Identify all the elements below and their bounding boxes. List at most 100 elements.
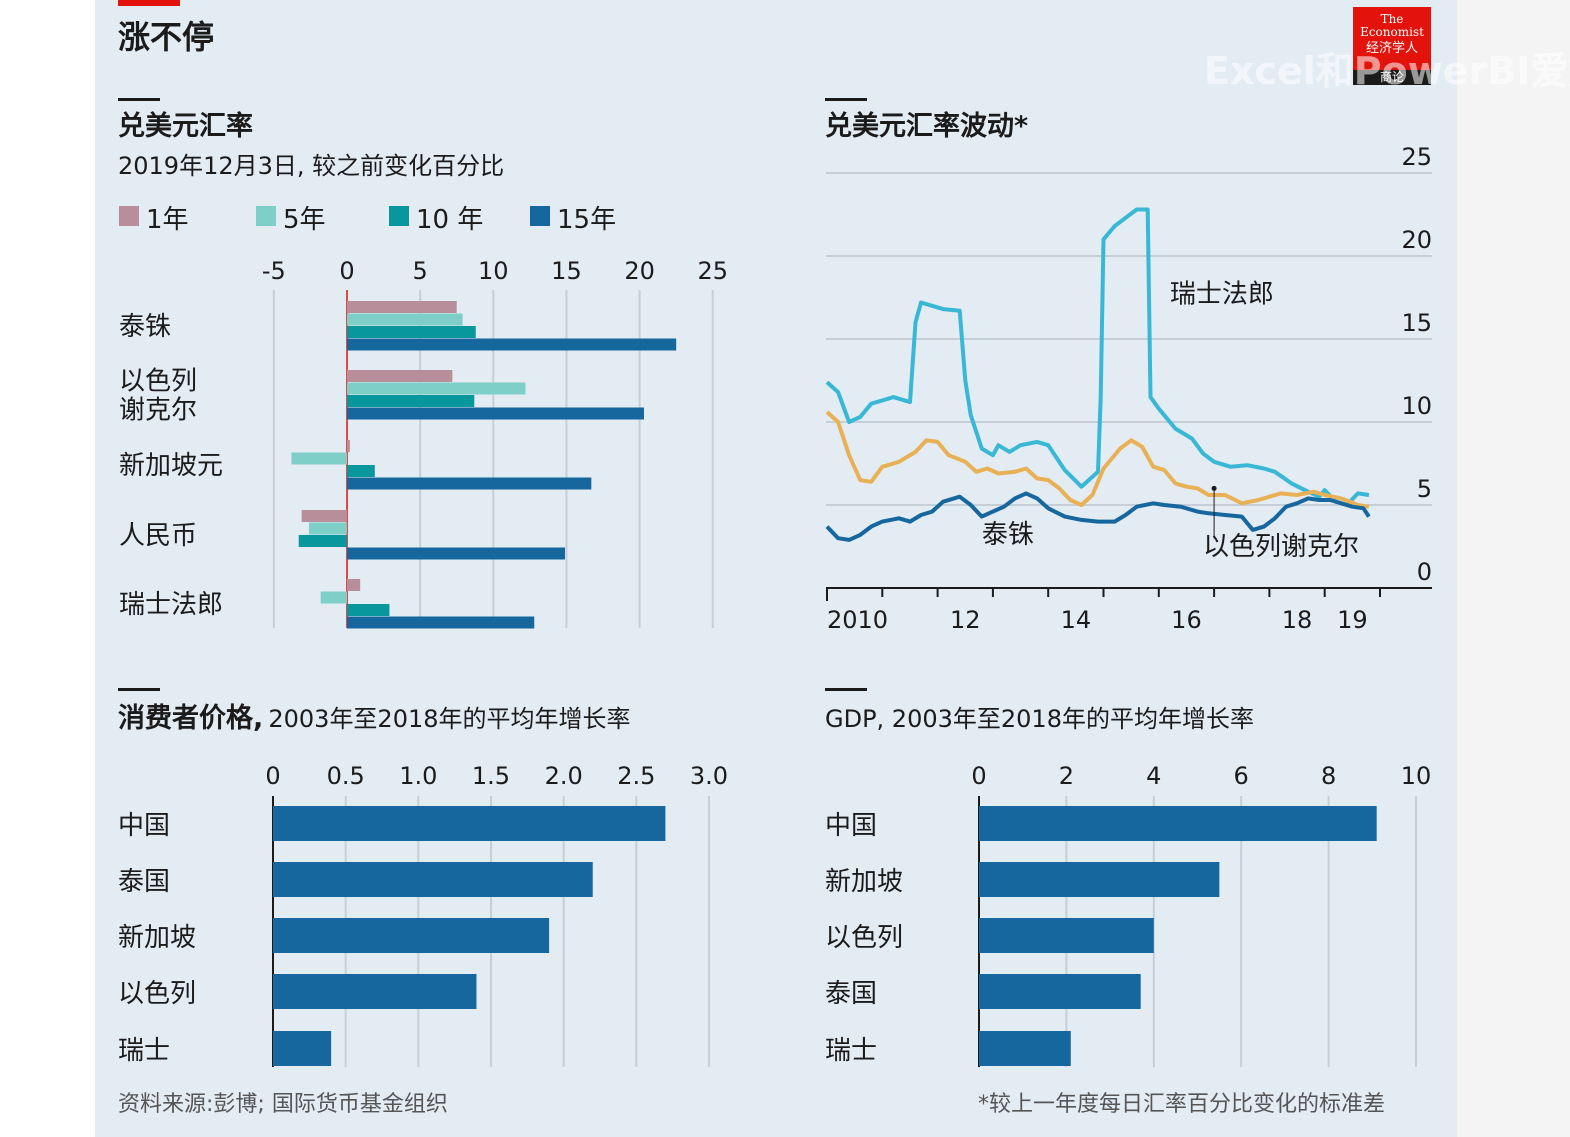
legend-swatch-15y <box>530 206 550 226</box>
marker-dot <box>1211 485 1217 491</box>
series-line <box>825 207 1370 507</box>
legend-label-10y: 10 年 <box>416 205 484 235</box>
bar <box>273 862 593 897</box>
cpi-title-group: 消费者价格, 2003年至2018年的平均年增长率 <box>118 696 631 735</box>
fx-change-title: 兑美元汇率 <box>118 111 253 142</box>
bar-1 <box>291 452 347 465</box>
x-tick-label: 10 <box>1401 762 1432 790</box>
bar <box>979 1031 1071 1066</box>
legend-swatch-10y <box>389 206 409 226</box>
category-label: 泰国 <box>825 979 877 1009</box>
bar-1 <box>347 313 463 326</box>
x-tick-label: -5 <box>262 257 286 285</box>
x-tick-label: 15 <box>551 257 582 285</box>
y-tick-label: 10 <box>1401 392 1432 420</box>
logo-line: 商论 <box>1353 70 1431 85</box>
bar-3 <box>347 547 565 560</box>
x-tick-label: 18 <box>1282 606 1313 634</box>
x-tick-label: 2010 <box>827 606 888 634</box>
bar-3 <box>347 338 677 351</box>
page-margin <box>1457 0 1570 1137</box>
title-rule <box>825 98 867 101</box>
watermark: Excel和PowerBI爱好 <box>1204 49 1570 93</box>
legend-label-1y: 1年 <box>146 205 189 235</box>
x-tick-label: 1.0 <box>399 762 437 790</box>
bar <box>273 806 666 841</box>
series-line <box>825 491 1371 542</box>
x-tick-label: 6 <box>1234 762 1249 790</box>
x-tick-label: 19 <box>1337 606 1368 634</box>
title-rule <box>825 688 867 691</box>
y-tick-label: 25 <box>1401 143 1432 171</box>
cpi-title: 消费者价格, <box>118 703 264 734</box>
x-tick-label: 1.5 <box>472 762 510 790</box>
category-label: 瑞士 <box>825 1036 877 1066</box>
title-rule <box>118 688 160 691</box>
x-tick-label: 0 <box>265 762 280 790</box>
logo-line: Economist <box>1360 25 1424 39</box>
bar-0 <box>347 579 361 591</box>
bar-3 <box>347 407 644 420</box>
cpi-subtitle: 2003年至2018年的平均年增长率 <box>268 705 631 733</box>
x-tick-label: 2 <box>1059 762 1074 790</box>
x-tick-label: 10 <box>478 257 509 285</box>
category-label: 人民币 <box>119 521 197 551</box>
bar <box>273 1031 332 1066</box>
y-tick-label: 15 <box>1401 309 1432 337</box>
bar <box>979 806 1377 841</box>
bar <box>979 918 1154 953</box>
bar-3 <box>347 477 592 490</box>
bar-3 <box>347 616 535 629</box>
category-label: 泰铢 <box>119 312 171 342</box>
category-label: 瑞士 <box>118 1036 170 1066</box>
x-tick-label: 8 <box>1321 762 1336 790</box>
bar-0 <box>301 510 347 522</box>
series-label: 以色列谢克尔 <box>1203 532 1359 562</box>
x-tick-label: 12 <box>950 606 981 634</box>
fx-volatility-title: 兑美元汇率波动* <box>825 111 1029 142</box>
x-tick-label: 2.5 <box>617 762 655 790</box>
x-tick-label: 2.0 <box>545 762 583 790</box>
y-tick-label: 20 <box>1401 226 1432 254</box>
bar-1 <box>320 591 347 604</box>
bar-1 <box>347 382 526 395</box>
legend-swatch-5y <box>256 206 276 226</box>
y-tick-label: 5 <box>1417 475 1432 503</box>
x-tick-label: 4 <box>1146 762 1161 790</box>
bar-2 <box>298 535 347 547</box>
logo-line: 经济学人 <box>1365 41 1418 56</box>
category-label: 中国 <box>118 811 170 841</box>
x-tick-label: 0 <box>971 762 986 790</box>
x-tick-label: 5 <box>413 257 428 285</box>
category-label: 中国 <box>825 811 877 841</box>
category-label: 以色列 <box>825 923 903 953</box>
category-label: 新加坡 <box>825 867 903 897</box>
bar-0 <box>347 301 457 313</box>
title-rule <box>118 98 160 101</box>
x-tick-label: 25 <box>697 257 728 285</box>
series-label: 泰铢 <box>982 520 1034 550</box>
legend-label-15y: 15年 <box>557 205 617 235</box>
category-label: 以色列 <box>119 367 197 397</box>
category-label: 泰国 <box>118 867 170 897</box>
x-tick-label: 14 <box>1061 606 1092 634</box>
y-tick-label: 0 <box>1417 558 1432 586</box>
source-note: 资料来源:彭博; 国际货币基金组织 <box>118 1092 448 1117</box>
bar-0 <box>347 370 453 382</box>
x-tick-label: 3.0 <box>690 762 728 790</box>
category-label: 瑞士法郎 <box>119 590 223 620</box>
bar <box>273 974 477 1009</box>
bar-1 <box>308 522 347 535</box>
economist-logo: The Economist 经济学人 商论 <box>1353 7 1431 85</box>
x-tick-label: 0.5 <box>327 762 365 790</box>
legend-swatch-1y <box>119 206 139 226</box>
bar <box>979 862 1220 897</box>
category-label: 新加坡元 <box>119 451 223 481</box>
x-tick-label: 20 <box>624 257 655 285</box>
series-line <box>825 410 1370 509</box>
bar-0 <box>347 440 350 452</box>
